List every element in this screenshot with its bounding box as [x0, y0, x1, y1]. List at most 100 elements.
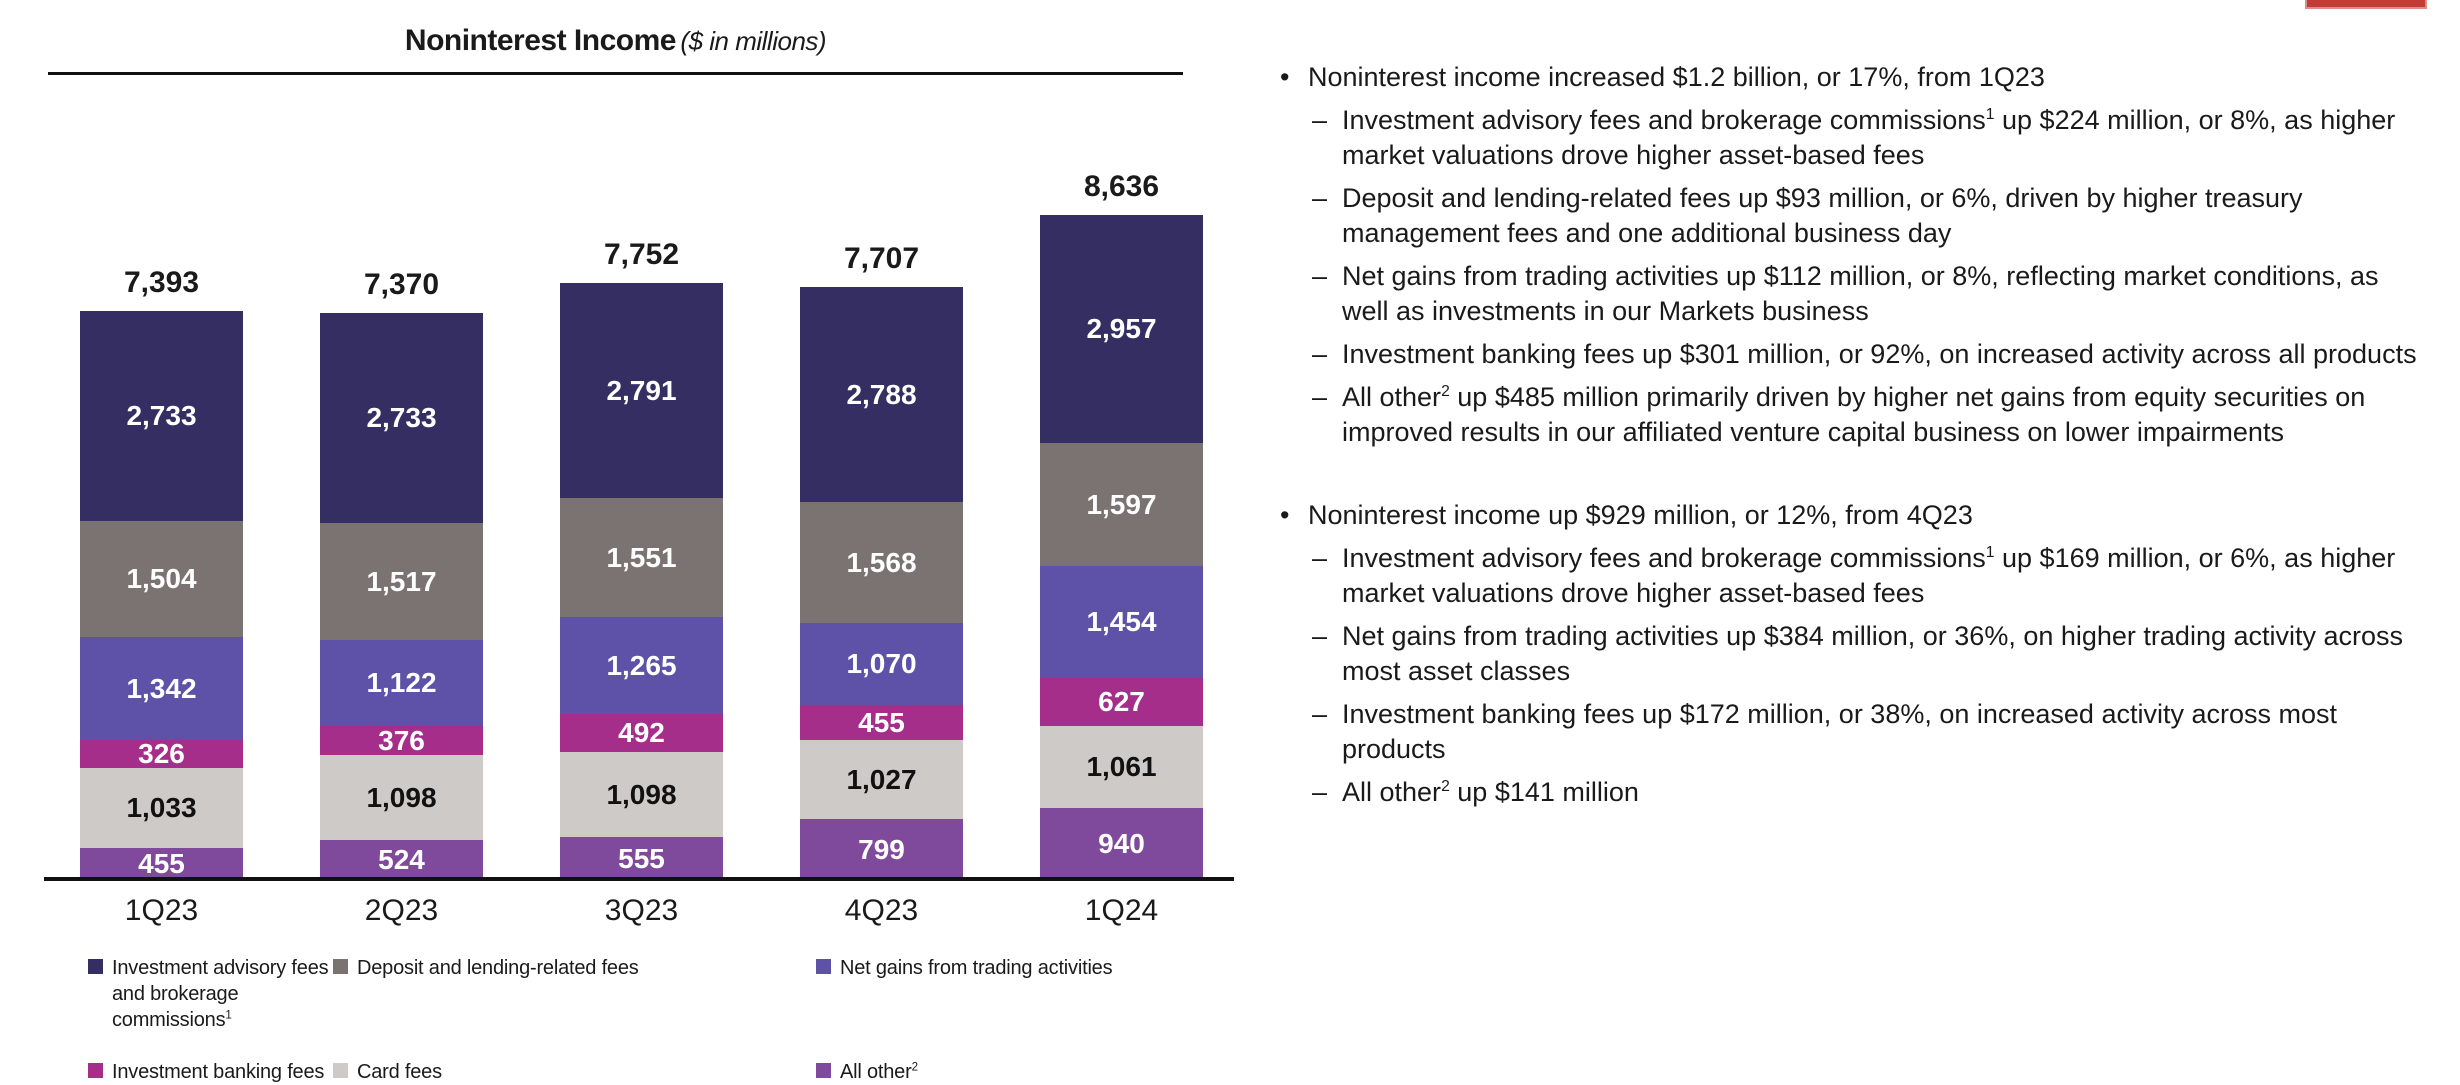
sub-bullet-text: Investment banking fees up $301 million,… — [1342, 339, 2417, 369]
sub-bullet-text: Investment advisory fees and brokerage c… — [1342, 105, 2396, 170]
legend-swatch — [333, 959, 348, 974]
sub-bullet: – All other2 up $141 million — [1312, 775, 2455, 810]
dash-glyph: – — [1312, 261, 1328, 291]
sub-bullet-text: Net gains from trading activities up $11… — [1342, 261, 2379, 326]
legend-item-all-other: All other2 — [816, 1059, 1233, 1085]
sub-bullet: – Net gains from trading activities up $… — [1312, 619, 2455, 689]
bar-total-label-2q23: 7,370 — [363, 268, 440, 301]
sub-bullet-text: Deposit and lending-related fees up $93 … — [1342, 183, 2303, 248]
sub-bullet: – Deposit and lending-related fees up $9… — [1312, 181, 2455, 251]
x-axis-label-1q24: 1Q24 — [1084, 894, 1159, 927]
bar-segment-card-fees: 1,033 — [80, 768, 243, 848]
sub-bullet-text: All other2 up $485 million primarily dri… — [1342, 382, 2366, 447]
bar-total-label-1q23: 7,393 — [123, 266, 200, 299]
legend-item-card-fees: Card fees — [333, 1059, 816, 1085]
bullet-lead-text: Noninterest income increased $1.2 billio… — [1308, 62, 2045, 92]
sub-bullet: – Net gains from trading activities up $… — [1312, 259, 2455, 329]
bar-segment-net-gains-from-trading-activities: 1,454 — [1040, 566, 1203, 678]
bar-segment-net-gains-from-trading-activities: 1,122 — [320, 640, 483, 726]
bar-segment-investment-banking-fees: 627 — [1040, 678, 1203, 726]
bar-segment-investment-advisory-fees-and-brokerage-commissions: 2,957 — [1040, 215, 1203, 443]
legend-swatch — [816, 959, 831, 974]
bar-segment-investment-banking-fees: 492 — [560, 714, 723, 752]
bar-segment-investment-banking-fees: 376 — [320, 726, 483, 755]
bar-segment-all-other: 555 — [560, 837, 723, 880]
legend-item-investment-banking: Investment banking fees — [88, 1059, 333, 1085]
dash-glyph: – — [1312, 777, 1328, 807]
bar-segment-all-other: 799 — [800, 819, 963, 880]
sub-bullet: – All other2 up $485 million primarily d… — [1312, 380, 2455, 450]
legend-swatch — [816, 1063, 831, 1078]
legend-item-deposit-lending: Deposit and lending-related fees — [333, 955, 816, 1033]
sub-bullet-text: Investment banking fees up $172 million,… — [1342, 699, 2338, 764]
bar-total-label-4q23: 7,707 — [843, 242, 920, 275]
dash-glyph: – — [1312, 183, 1328, 213]
bullet-lead-text: Noninterest income up $929 million, or 1… — [1308, 500, 1973, 530]
sub-bullet: – Investment advisory fees and brokerage… — [1312, 103, 2455, 173]
bar-segment-deposit-and-lending-related-fees: 1,517 — [320, 523, 483, 640]
legend-label: Investment banking fees — [112, 1061, 325, 1083]
sub-bullet: – Investment advisory fees and brokerage… — [1312, 541, 2455, 611]
bar-segment-deposit-and-lending-related-fees: 1,551 — [560, 498, 723, 617]
plot-area: 7,393 2,733 1,504 1,342 326 1,033 455 1Q23 7,370… — [30, 20, 1230, 1020]
x-axis-label-2q23: 2Q23 — [364, 894, 439, 927]
bar-total-label-3q23: 7,752 — [603, 238, 680, 271]
bar-segment-investment-banking-fees: 326 — [80, 740, 243, 768]
legend-item-net-gains-trading: Net gains from trading activities — [816, 955, 1233, 1033]
legend-label: All other2 — [840, 1060, 918, 1083]
chart-legend: Investment advisory fees and brokerage c… — [88, 955, 1233, 1085]
bar-segment-investment-advisory-fees-and-brokerage-commissions: 2,788 — [800, 287, 963, 502]
bullet-lead: • Noninterest income up $929 million, or… — [1280, 498, 2455, 533]
x-axis-label-1q23: 1Q23 — [124, 894, 199, 927]
commentary-panel: • Noninterest income increased $1.2 bill… — [1280, 40, 2455, 810]
bar-total-label-1q24: 8,636 — [1083, 170, 1160, 203]
bar-segment-investment-advisory-fees-and-brokerage-commissions: 2,733 — [320, 313, 483, 523]
x-axis-label-4q23: 4Q23 — [844, 894, 919, 927]
x-axis-label-3q23: 3Q23 — [604, 894, 679, 927]
sub-bullet-text: Investment advisory fees and brokerage c… — [1342, 543, 2396, 608]
bar-segment-card-fees: 1,061 — [1040, 726, 1203, 808]
sub-bullet-text: Net gains from trading activities up $38… — [1342, 621, 2404, 686]
title-underline — [48, 72, 1183, 75]
legend-swatch — [333, 1063, 348, 1078]
chart-title-text: Noninterest Income — [404, 24, 677, 57]
bar-segment-card-fees: 1,098 — [560, 752, 723, 837]
legend-swatch — [88, 1063, 103, 1078]
bar-segment-net-gains-from-trading-activities: 1,342 — [80, 637, 243, 740]
bar-segment-card-fees: 1,027 — [800, 740, 963, 819]
legend-label: Investment advisory fees and brokerage c… — [112, 957, 329, 1031]
legend-item-investment-advisory: Investment advisory fees and brokerage c… — [88, 955, 333, 1033]
legend-label: Card fees — [357, 1061, 442, 1083]
bar-segment-investment-banking-fees: 455 — [800, 705, 963, 740]
bar-segment-card-fees: 1,098 — [320, 755, 483, 840]
stacked-bar-1q24: 2,957 1,597 1,454 627 1,061 940 — [1040, 215, 1203, 880]
sub-bullet: – Investment banking fees up $172 millio… — [1312, 697, 2455, 767]
dash-glyph: – — [1312, 382, 1328, 412]
chart-title: Noninterest Income ($ in millions) — [48, 24, 1183, 58]
dash-glyph: – — [1312, 621, 1328, 651]
bullet-glyph: • — [1280, 62, 1290, 92]
bullet-lead: • Noninterest income increased $1.2 bill… — [1280, 60, 2455, 95]
stacked-bar-2q23: 2,733 1,517 1,122 376 1,098 524 — [320, 313, 483, 880]
bullet-glyph: • — [1280, 500, 1290, 530]
chart-panel: Noninterest Income ($ in millions) 7,393… — [30, 20, 1234, 1083]
bar-segment-all-other: 524 — [320, 840, 483, 880]
bar-segment-deposit-and-lending-related-fees: 1,568 — [800, 502, 963, 623]
chart-units-label: ($ in millions) — [680, 26, 827, 56]
dash-glyph: – — [1312, 699, 1328, 729]
x-axis-line — [44, 877, 1234, 881]
bar-segment-deposit-and-lending-related-fees: 1,597 — [1040, 443, 1203, 566]
bar-segment-investment-advisory-fees-and-brokerage-commissions: 2,791 — [560, 283, 723, 498]
stacked-bar-1q23: 2,733 1,504 1,342 326 1,033 455 — [80, 311, 243, 880]
bullet-group-vs-1q23: • Noninterest income increased $1.2 bill… — [1280, 60, 2455, 450]
bar-segment-deposit-and-lending-related-fees: 1,504 — [80, 521, 243, 637]
stacked-bar-4q23: 2,788 1,568 1,070 455 1,027 799 — [800, 287, 963, 880]
bar-segment-net-gains-from-trading-activities: 1,265 — [560, 617, 723, 714]
bar-segment-investment-advisory-fees-and-brokerage-commissions: 2,733 — [80, 311, 243, 521]
bar-segment-net-gains-from-trading-activities: 1,070 — [800, 623, 963, 705]
bullet-group-vs-4q23: • Noninterest income up $929 million, or… — [1280, 498, 2455, 810]
sub-bullet-text: All other2 up $141 million — [1342, 777, 1639, 807]
bar-segment-all-other: 940 — [1040, 808, 1203, 880]
legend-label: Net gains from trading activities — [840, 957, 1113, 979]
top-right-accent-bar — [2305, 0, 2427, 9]
